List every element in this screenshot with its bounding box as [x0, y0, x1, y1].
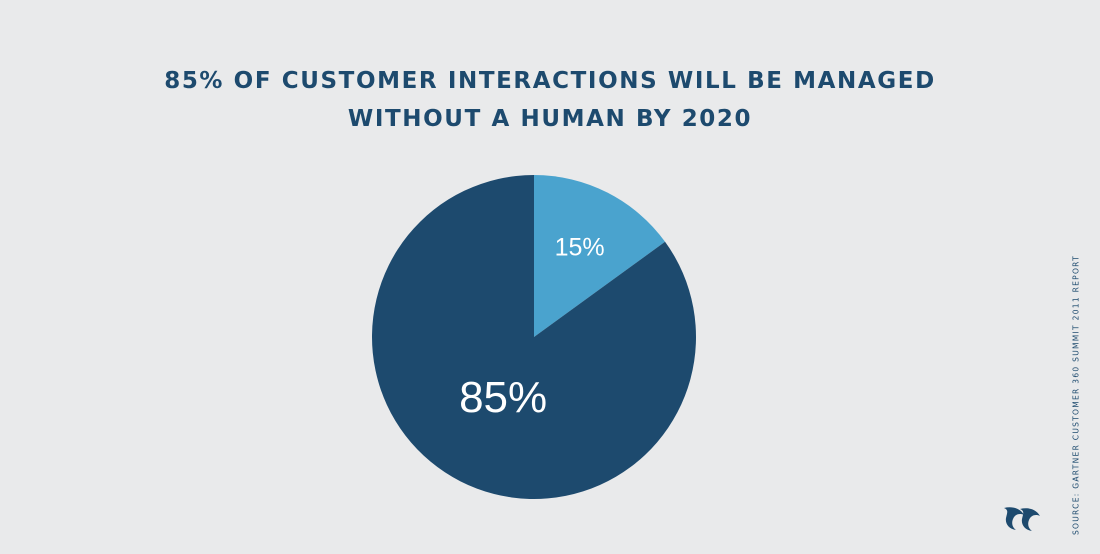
- pie-slice-label-85: 85%: [459, 373, 547, 422]
- brand-logo-icon: [1004, 507, 1040, 531]
- chart-title-line-2: WITHOUT A HUMAN BY 2020: [347, 106, 753, 132]
- pie-slice-85: [371, 175, 696, 500]
- chart-title-line-1: 85% OF CUSTOMER INTERACTIONS WILL BE MAN…: [164, 68, 936, 94]
- source-note: SOURCE: GARTNER CUSTOMER 360 SUMMIT 2011…: [1071, 254, 1081, 536]
- pie-slice-15: [534, 175, 666, 337]
- pie-slice-label-15: 15%: [555, 234, 605, 262]
- chart-title: 85% OF CUSTOMER INTERACTIONS WILL BE MAN…: [0, 62, 1100, 138]
